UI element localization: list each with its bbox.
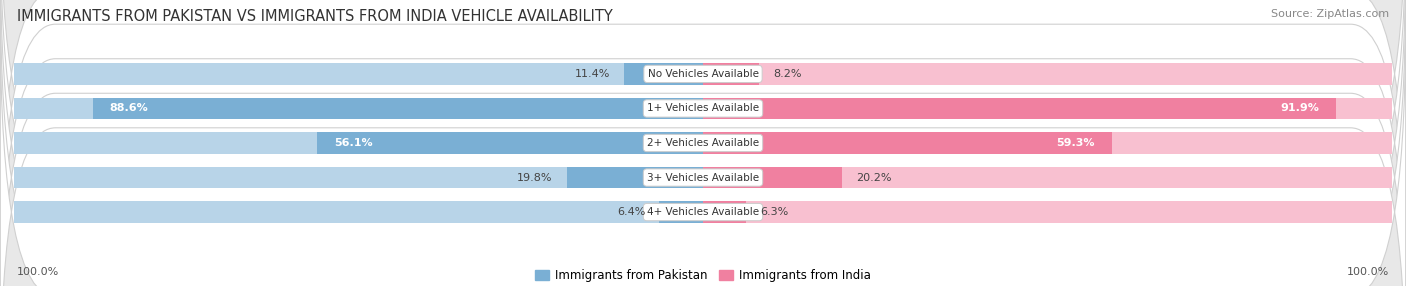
Text: 6.4%: 6.4%: [617, 207, 645, 217]
Text: 88.6%: 88.6%: [110, 104, 149, 114]
Text: 100.0%: 100.0%: [17, 267, 59, 277]
Legend: Immigrants from Pakistan, Immigrants from India: Immigrants from Pakistan, Immigrants fro…: [530, 265, 876, 286]
Text: IMMIGRANTS FROM PAKISTAN VS IMMIGRANTS FROM INDIA VEHICLE AVAILABILITY: IMMIGRANTS FROM PAKISTAN VS IMMIGRANTS F…: [17, 9, 613, 23]
Text: 2+ Vehicles Available: 2+ Vehicles Available: [647, 138, 759, 148]
FancyBboxPatch shape: [0, 0, 1406, 266]
Text: 4+ Vehicles Available: 4+ Vehicles Available: [647, 207, 759, 217]
Text: 1+ Vehicles Available: 1+ Vehicles Available: [647, 104, 759, 114]
Bar: [703, 98, 1392, 119]
Text: 6.3%: 6.3%: [761, 207, 789, 217]
Text: 20.2%: 20.2%: [856, 172, 891, 182]
Text: 11.4%: 11.4%: [575, 69, 610, 79]
Text: 59.3%: 59.3%: [1056, 138, 1094, 148]
Bar: [567, 167, 703, 188]
Bar: [703, 98, 1336, 119]
Bar: [703, 132, 1112, 154]
Bar: [659, 201, 703, 223]
Bar: [703, 201, 747, 223]
Text: 3+ Vehicles Available: 3+ Vehicles Available: [647, 172, 759, 182]
Bar: [703, 63, 1392, 85]
Text: 91.9%: 91.9%: [1279, 104, 1319, 114]
Bar: [624, 63, 703, 85]
Bar: [14, 98, 703, 119]
Bar: [703, 201, 1392, 223]
Bar: [14, 132, 703, 154]
Bar: [93, 98, 703, 119]
Text: No Vehicles Available: No Vehicles Available: [648, 69, 758, 79]
Text: 56.1%: 56.1%: [333, 138, 373, 148]
Bar: [703, 63, 759, 85]
Text: 19.8%: 19.8%: [517, 172, 553, 182]
Bar: [14, 167, 703, 188]
Bar: [703, 167, 1392, 188]
Text: 8.2%: 8.2%: [773, 69, 801, 79]
Bar: [14, 63, 703, 85]
Bar: [14, 201, 703, 223]
Bar: [703, 167, 842, 188]
Text: Source: ZipAtlas.com: Source: ZipAtlas.com: [1271, 9, 1389, 19]
Bar: [703, 132, 1392, 154]
Text: 100.0%: 100.0%: [1347, 267, 1389, 277]
FancyBboxPatch shape: [0, 20, 1406, 286]
Bar: [316, 132, 703, 154]
